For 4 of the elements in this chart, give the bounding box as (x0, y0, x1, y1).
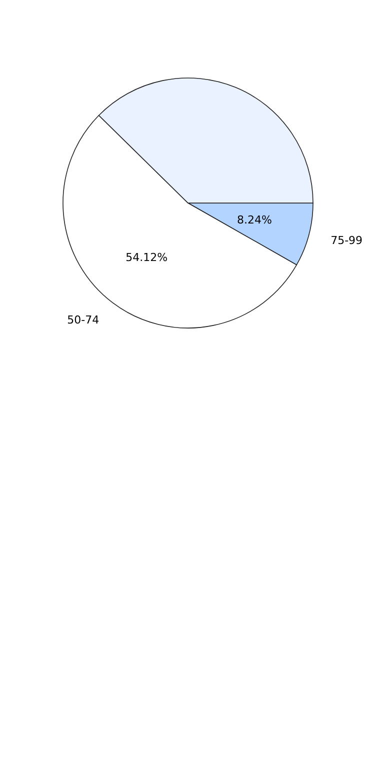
data-label: 54.12% (126, 250, 168, 264)
slice-label: 50-74 (67, 314, 100, 327)
slice-label: 75-99 (330, 234, 363, 247)
data-label: 8.24% (236, 214, 272, 227)
